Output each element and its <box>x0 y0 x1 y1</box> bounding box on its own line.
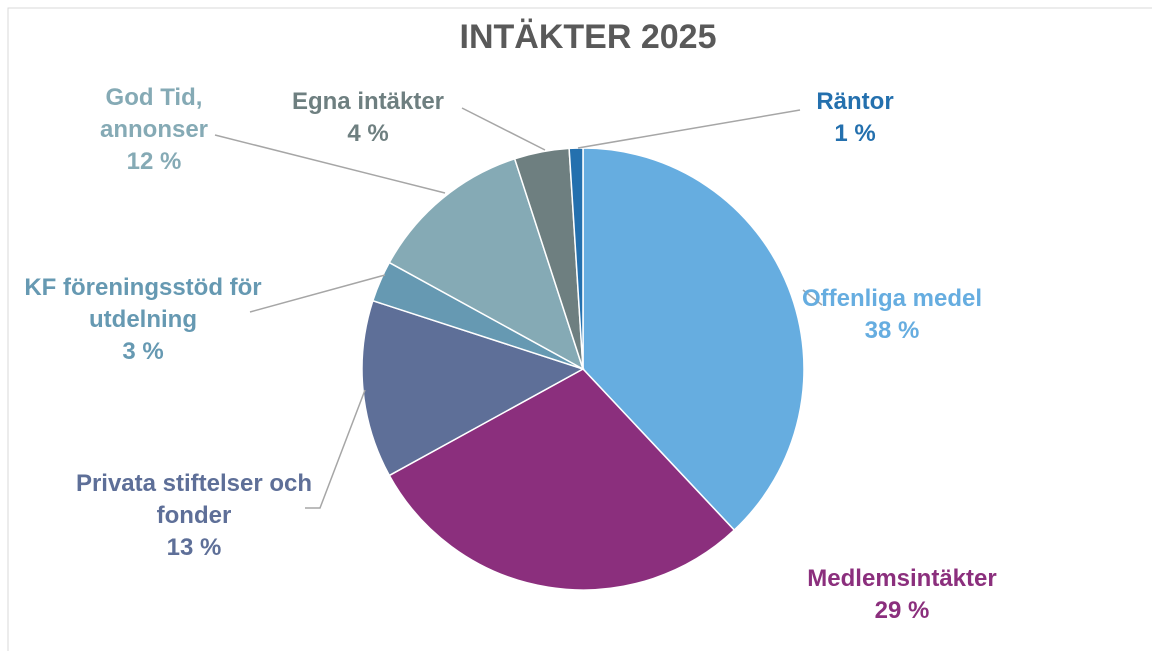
pie-slice <box>388 157 585 371</box>
slice-label: KF föreningsstöd för utdelning 3 % <box>18 272 268 368</box>
category-label: Offenliga medel <box>801 285 983 312</box>
category-label: KF föreningsstöd för utdelning <box>24 274 262 333</box>
leader-line <box>461 107 546 151</box>
leader-line <box>577 109 801 149</box>
category-label: Räntor <box>816 88 894 115</box>
pie-slice <box>582 147 805 532</box>
leader-line <box>249 274 386 313</box>
leader-line <box>802 289 823 306</box>
slice-label: Egna intäkter 4 % <box>268 86 468 150</box>
slice-label: Privata stiftelser och fonder 13 % <box>74 468 314 564</box>
category-label: Medlemsintäkter <box>807 565 997 592</box>
slice-label: Räntor 1 % <box>795 86 915 150</box>
slice-label: Medlemsintäkter 29 % <box>772 563 1032 627</box>
chart-frame <box>7 7 1152 651</box>
leader-line <box>305 389 366 509</box>
value-label: 3 % <box>122 338 164 365</box>
value-label: 13 % <box>166 534 222 561</box>
leader-line <box>214 134 446 194</box>
pie-slice <box>388 368 736 591</box>
value-label: 29 % <box>874 597 930 624</box>
pie-slice <box>361 299 585 477</box>
value-label: 38 % <box>864 317 920 344</box>
slice-label: Offenliga medel 38 % <box>762 283 1022 347</box>
pie-slice <box>568 147 584 370</box>
value-label: 4 % <box>347 120 389 147</box>
category-label: God Tid, annonser <box>99 84 209 143</box>
slice-label: God Tid, annonser 12 % <box>84 82 224 178</box>
chart-title: INTÄKTER 2025 <box>459 18 717 56</box>
category-label: Privata stiftelser och fonder <box>75 470 313 529</box>
value-label: 12 % <box>126 148 182 175</box>
category-label: Egna intäkter <box>291 88 445 115</box>
value-label: 1 % <box>834 120 876 147</box>
